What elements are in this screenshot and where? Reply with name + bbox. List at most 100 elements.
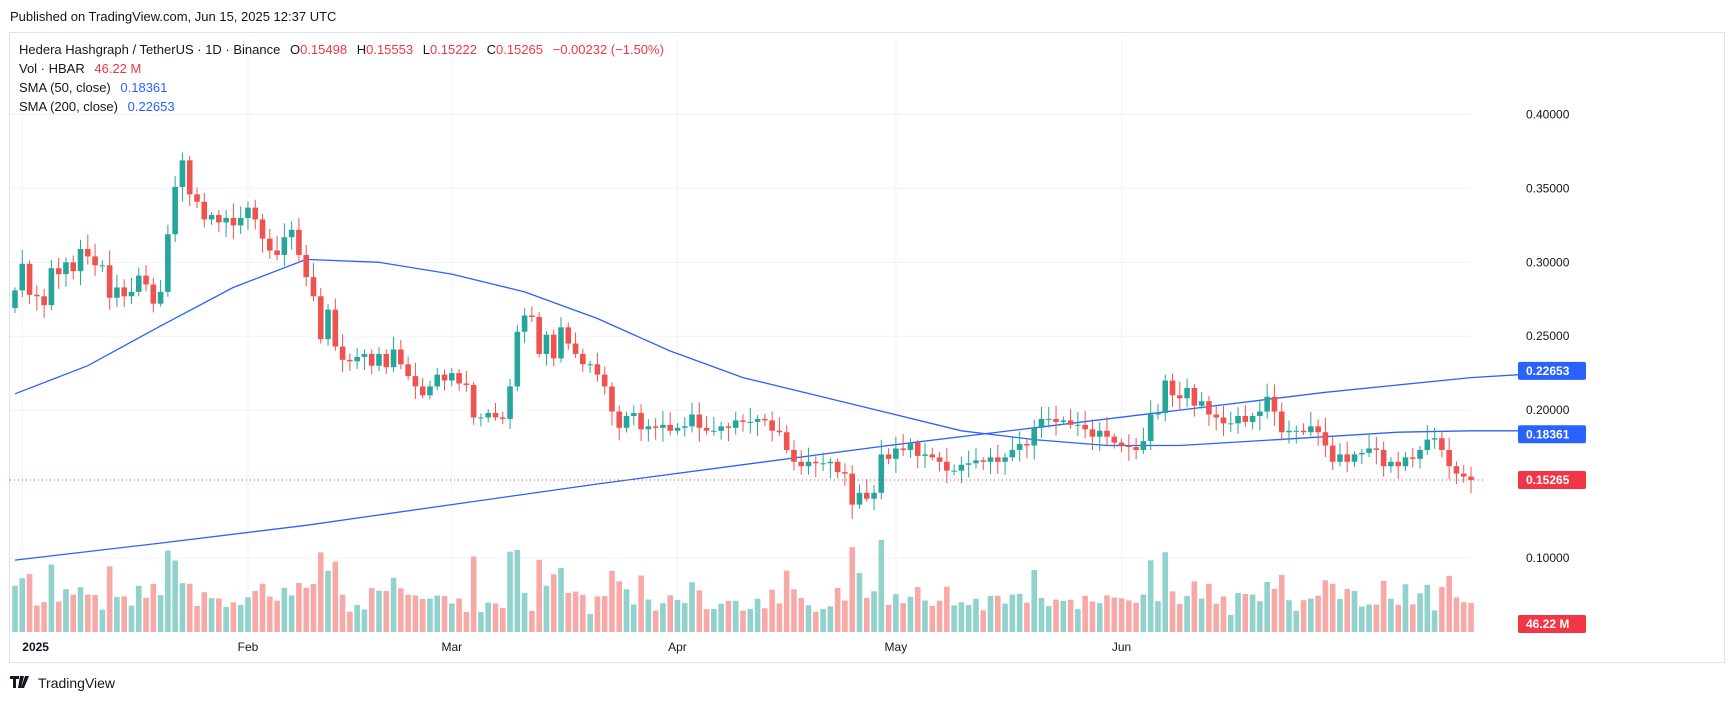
candle-body [339,346,346,360]
legend-main-row: Hedera Hashgraph / TetherUS · 1D · Binan… [19,40,664,59]
sma-50-line [14,258,1581,447]
candle-body [478,417,484,419]
candle-body [849,473,855,505]
candle-body [1308,426,1314,433]
candle-body [157,291,164,304]
candle-body [1126,445,1132,448]
candle-body [1140,441,1147,450]
candle-body [1147,414,1154,442]
candle-body [449,373,455,381]
candle-body [361,353,368,357]
candle-body [550,334,557,359]
volume-bar [798,597,805,632]
candle-body [558,327,564,359]
x-tick-label: Apr [668,640,687,654]
candle-body [1067,420,1074,425]
volume-bar [1257,601,1263,632]
candle-body [1460,473,1467,477]
candle-body [1329,445,1336,462]
volume-bar [776,603,783,632]
volume-bar [1060,600,1067,632]
candle-body [1198,401,1205,406]
volume-bar [1249,594,1256,632]
volume-bar [529,610,535,632]
legend-sma50-row: SMA (50, close) 0.18361 [19,78,664,97]
candle-body [390,349,397,368]
candle-body [776,430,783,433]
candle-body [237,217,244,226]
volume-bar [667,595,673,632]
volume-bar [441,595,448,632]
volume-bar [1315,595,1321,632]
volume-bar [936,600,943,632]
candle-body [1045,418,1052,420]
volume-bar [361,609,368,632]
candle-body [419,386,426,396]
candle-body [135,275,142,292]
sma200-value: 0.22653 [127,99,175,114]
candle-body [645,426,652,430]
candle-body [485,413,491,418]
candle-body [1169,380,1176,396]
volume-bar [310,583,317,632]
candle-body [1351,454,1358,462]
candle-body [674,427,681,431]
volume-bar [1322,580,1329,632]
volume-bar [186,583,193,632]
candle-body [332,309,339,347]
volume-bar [856,573,863,632]
candle-body [1155,413,1161,415]
candle-body [55,268,62,275]
candle-body [128,291,135,297]
candle-body [281,237,288,255]
volume-bar [718,603,724,632]
candle-body [529,315,535,317]
volume-bar [390,577,397,632]
x-tick-label: Feb [238,640,259,654]
volume-bar [135,585,142,632]
volume-bar [965,604,972,632]
volume-bar [1409,604,1416,632]
volume-bar [645,599,652,632]
volume-bar [1424,584,1431,632]
candle-body [427,386,433,396]
sma-200-line [14,370,1581,561]
sma-path [14,370,1581,561]
volume-bar [463,611,470,632]
candle-body [63,262,69,275]
candle-body [441,374,448,381]
volume-bar [587,614,593,632]
low-value: 0.15222 [429,42,477,57]
volume-bar [769,589,775,632]
candle-body [267,238,273,251]
candle-body [1075,424,1081,426]
volume-bar [245,597,251,632]
volume-bar [303,587,309,632]
candle-body [368,353,375,366]
volume-bar [237,604,244,632]
candle-body [1235,415,1241,424]
volume-bar [368,588,375,632]
volume-bar [201,592,208,632]
volume-bar [1293,610,1300,632]
candle-body [1249,415,1256,422]
volume-bar [398,588,404,632]
volume-bar [1184,596,1190,632]
volume-bar [660,603,666,632]
candle-body [398,349,404,365]
volume-bar [1045,606,1052,632]
volume-bar [536,559,542,632]
volume-bar [1344,588,1351,632]
volume-bar [1468,603,1474,632]
candle-body [1220,417,1227,424]
candle-body [1366,448,1372,453]
candle-body [1359,452,1365,455]
volume-bar [1133,602,1139,632]
volume-bar [754,598,761,632]
close-value: 0.15265 [495,42,543,57]
volume-bar [572,591,579,632]
footer-branding[interactable]: TradingView [10,675,115,691]
price-tag [1518,471,1586,490]
volume-bar [1053,599,1059,632]
